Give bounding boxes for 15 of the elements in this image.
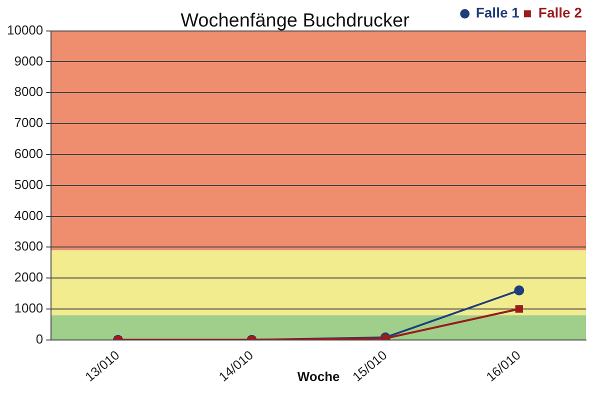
- y-tick-label: 2000: [14, 270, 44, 285]
- y-tick-label: 7000: [14, 115, 44, 130]
- chart-title: Wochenfänge Buchdrucker: [180, 10, 410, 32]
- legend-label: Falle 1: [476, 4, 520, 21]
- y-tick-label: 6000: [14, 146, 44, 162]
- x-axis-title: Woche: [297, 368, 340, 384]
- y-tick-label: 5000: [14, 176, 44, 192]
- legend-label: Falle 2: [538, 4, 582, 21]
- y-tick-label: 3000: [14, 238, 44, 254]
- y-tick-label: 4000: [14, 208, 44, 223]
- y-tick-label: 10000: [6, 22, 44, 38]
- y-tick-label: 0: [36, 331, 44, 346]
- y-tick-label: 9000: [14, 53, 44, 68]
- y-tick-label: 8000: [14, 84, 44, 100]
- y-tick-label: 1000: [14, 300, 44, 316]
